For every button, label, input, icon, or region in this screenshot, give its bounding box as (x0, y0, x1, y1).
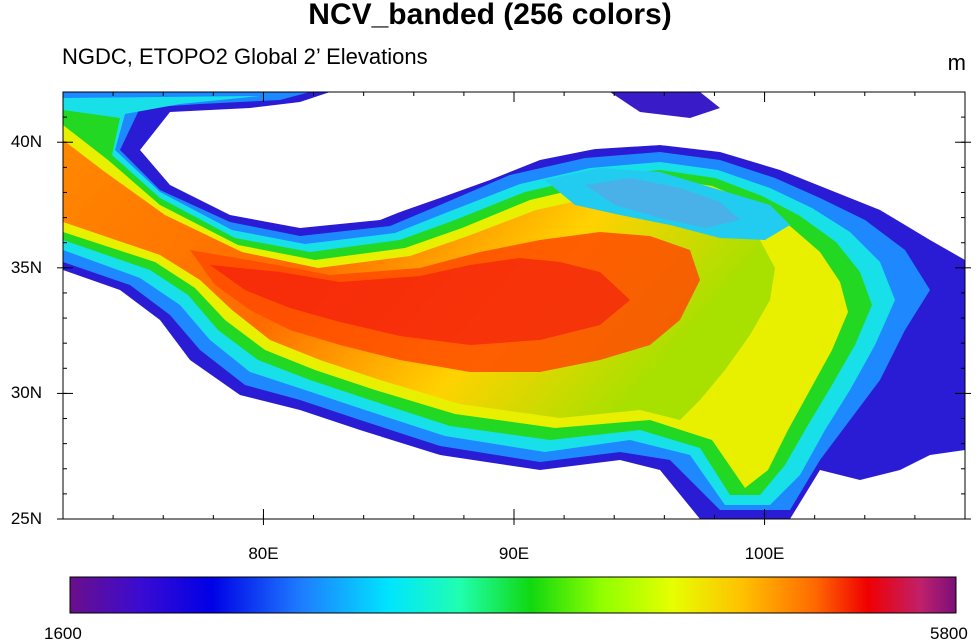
axis-ticks (57, 91, 971, 525)
plot-title: NCV_banded (256 colors) (308, 0, 672, 31)
x-tick-label: 90E (498, 544, 530, 563)
x-tick-label: 100E (744, 544, 785, 563)
colorbar (69, 576, 957, 614)
plot-subtitle: NGDC, ETOPO2 Global 2’ Elevations (62, 44, 428, 69)
x-tick-label: 80E (248, 544, 279, 563)
colorbar-min-label: 1600 (44, 624, 82, 643)
y-tick-label: 30N (10, 383, 42, 403)
y-tick-label: 35N (10, 257, 42, 277)
elevation-field (63, 92, 965, 519)
y-tick-label: 40N (10, 132, 42, 152)
units-label: m (947, 50, 966, 75)
y-tick-label: 25N (10, 509, 42, 528)
colorbar-max-label: 5800 (930, 624, 968, 643)
